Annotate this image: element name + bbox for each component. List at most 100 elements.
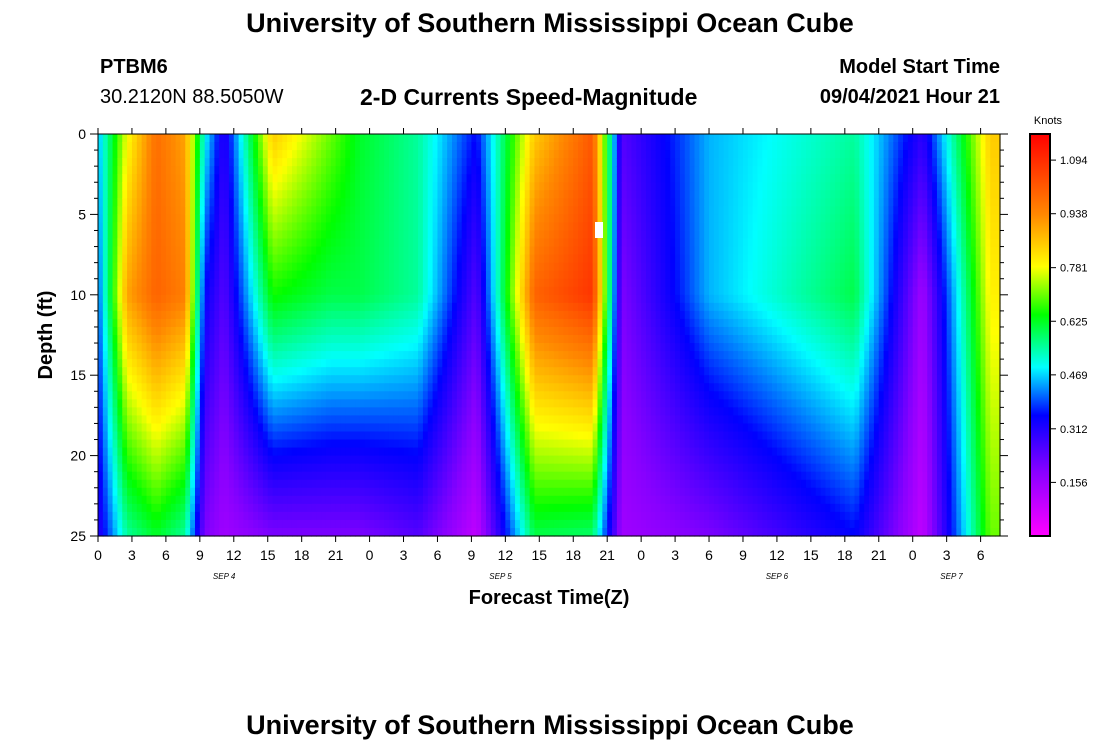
heatmap-cell bbox=[321, 463, 327, 473]
heatmap-cell bbox=[578, 174, 584, 183]
heatmap-cell bbox=[258, 246, 264, 256]
heatmap-cell bbox=[127, 503, 133, 513]
heatmap-cell bbox=[219, 142, 225, 151]
heatmap-cell bbox=[267, 423, 274, 433]
heatmap-cell bbox=[456, 190, 463, 199]
heatmap-cell bbox=[282, 238, 288, 248]
heatmap-cell bbox=[403, 383, 409, 392]
heatmap-cell bbox=[553, 391, 560, 400]
heatmap-cell bbox=[427, 431, 434, 441]
heatmap-cell bbox=[461, 278, 468, 288]
heatmap-cell bbox=[267, 399, 274, 408]
heatmap-cell bbox=[345, 375, 351, 384]
heatmap-cell bbox=[224, 318, 230, 328]
heatmap-cell bbox=[466, 351, 473, 360]
heatmap-cell bbox=[248, 150, 254, 159]
heatmap-cell bbox=[267, 479, 274, 489]
heatmap-cell bbox=[568, 318, 574, 328]
heatmap-cell bbox=[127, 495, 133, 505]
heatmap-cell bbox=[233, 455, 240, 465]
heatmap-cell bbox=[510, 447, 516, 457]
heatmap-cell bbox=[442, 391, 448, 400]
heatmap-cell bbox=[107, 407, 114, 416]
heatmap-cell bbox=[447, 519, 453, 529]
heatmap-cell bbox=[364, 471, 371, 481]
heatmap-cell bbox=[408, 158, 414, 167]
heatmap-cell bbox=[291, 343, 298, 352]
heatmap-cell bbox=[388, 455, 395, 465]
heatmap-cell bbox=[122, 511, 128, 521]
heatmap-cell bbox=[452, 318, 458, 328]
heatmap-cell bbox=[204, 230, 211, 240]
heatmap-cell bbox=[335, 174, 342, 183]
heatmap-cell bbox=[301, 455, 308, 465]
heatmap-cell bbox=[127, 214, 133, 224]
heatmap-cell bbox=[485, 463, 492, 473]
heatmap-cell bbox=[519, 278, 526, 288]
heatmap-cell bbox=[185, 230, 191, 240]
heatmap-cell bbox=[282, 343, 288, 352]
heatmap-cell bbox=[151, 351, 157, 360]
heatmap-cell bbox=[233, 407, 240, 416]
heatmap-cell bbox=[374, 375, 380, 384]
heatmap-cell bbox=[321, 351, 327, 360]
heatmap-cell bbox=[180, 214, 186, 224]
heatmap-cell bbox=[335, 431, 342, 441]
heatmap-cell bbox=[369, 286, 376, 296]
heatmap-cell bbox=[277, 367, 283, 376]
heatmap-cell bbox=[374, 383, 380, 392]
heatmap-cell bbox=[199, 431, 206, 441]
heatmap-cell bbox=[374, 182, 380, 191]
heatmap-cell bbox=[510, 383, 516, 392]
heatmap-cell bbox=[549, 150, 555, 159]
heatmap-cell bbox=[500, 375, 506, 384]
heatmap-cell bbox=[573, 487, 579, 497]
heatmap-cell bbox=[141, 487, 148, 497]
heatmap-cell bbox=[359, 511, 366, 521]
heatmap-cell bbox=[476, 230, 482, 240]
heatmap-cell bbox=[243, 310, 249, 320]
heatmap-cell bbox=[204, 487, 211, 497]
heatmap-cell bbox=[364, 262, 371, 272]
heatmap-cell bbox=[321, 166, 327, 175]
heatmap-cell bbox=[131, 246, 138, 256]
heatmap-cell bbox=[194, 206, 201, 215]
heatmap-cell bbox=[524, 326, 531, 336]
heatmap-cell bbox=[194, 375, 201, 384]
heatmap-cell bbox=[287, 383, 293, 392]
heatmap-cell bbox=[403, 150, 409, 159]
heatmap-cell bbox=[384, 439, 390, 449]
heatmap-cell bbox=[461, 310, 468, 320]
heatmap-cell bbox=[209, 150, 215, 159]
heatmap-cell bbox=[558, 439, 565, 449]
heatmap-cell bbox=[199, 391, 206, 400]
heatmap-cell bbox=[248, 190, 254, 199]
heatmap-cell bbox=[170, 246, 177, 256]
heatmap-cell bbox=[316, 391, 322, 400]
heatmap-cell bbox=[335, 318, 342, 328]
heatmap-cell bbox=[427, 343, 434, 352]
heatmap-cell bbox=[350, 447, 356, 457]
heatmap-cell bbox=[175, 294, 182, 304]
heatmap-cell bbox=[379, 246, 385, 256]
heatmap-cell bbox=[471, 439, 477, 449]
heatmap-cell bbox=[340, 399, 346, 408]
heatmap-cell bbox=[102, 134, 109, 143]
heatmap-cell bbox=[573, 230, 579, 240]
heatmap-cell bbox=[190, 463, 196, 473]
heatmap-cell bbox=[190, 198, 196, 207]
heatmap-cell bbox=[403, 487, 409, 497]
heatmap-cell bbox=[345, 495, 351, 505]
heatmap-cell bbox=[131, 383, 138, 392]
heatmap-cell bbox=[534, 190, 540, 199]
heatmap-cell bbox=[316, 431, 322, 441]
heatmap-cell bbox=[122, 270, 128, 280]
heatmap-cell bbox=[253, 455, 259, 465]
heatmap-cell bbox=[224, 294, 230, 304]
heatmap-cell bbox=[384, 503, 390, 513]
heatmap-cell bbox=[345, 335, 351, 344]
heatmap-cell bbox=[277, 238, 283, 248]
heatmap-cell bbox=[427, 351, 434, 360]
heatmap-cell bbox=[204, 383, 211, 392]
heatmap-cell bbox=[345, 519, 351, 529]
